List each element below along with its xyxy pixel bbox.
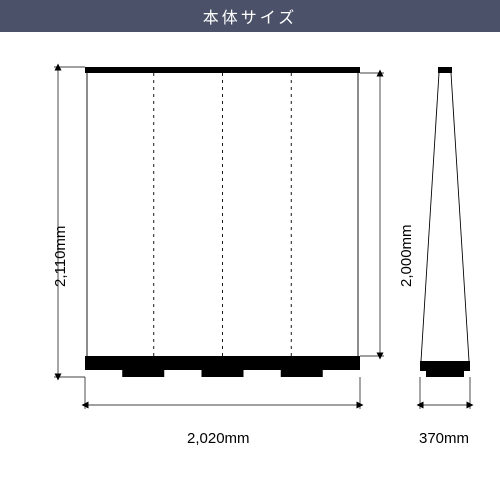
diagram-stage: 2,110mm 2,000mm 2,020mm 370mm bbox=[0, 32, 500, 492]
diagram-svg bbox=[0, 32, 500, 492]
dim-width-front: 2,020mm bbox=[187, 430, 250, 447]
dim-depth-side: 370mm bbox=[419, 430, 469, 447]
dim-height-overall: 2,110mm bbox=[52, 226, 69, 287]
header-bar: 本体サイズ bbox=[0, 0, 500, 32]
dim-height-panel: 2,000mm bbox=[398, 224, 415, 287]
header-title: 本体サイズ bbox=[203, 10, 298, 27]
